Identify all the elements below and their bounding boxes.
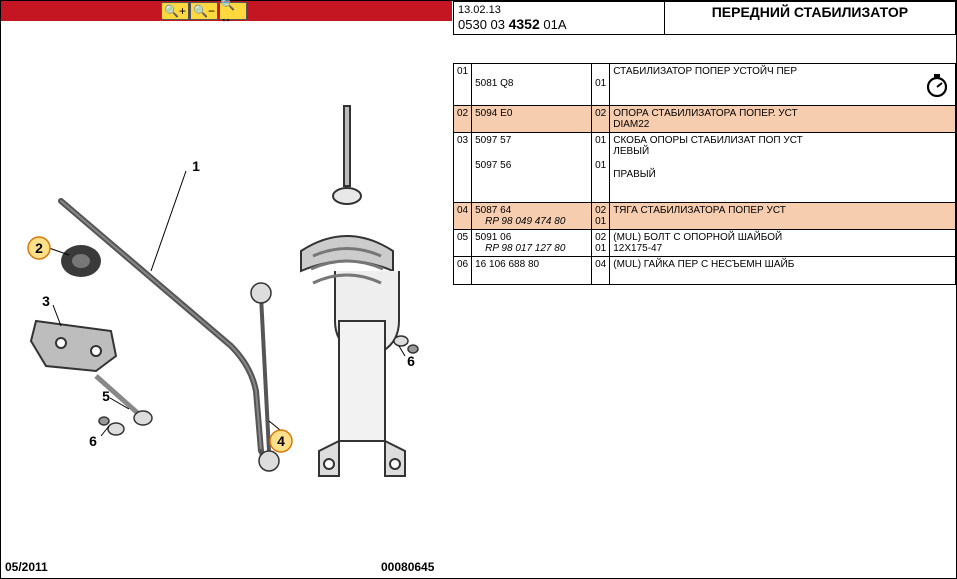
header-date: 13.02.13 xyxy=(458,4,660,16)
header-docinfo: 13.02.13 0530 03 4352 01A xyxy=(454,2,665,35)
part-number: 5097 57 xyxy=(475,135,588,146)
part-number: 5091 06 xyxy=(475,232,588,243)
header-block: 13.02.13 0530 03 4352 01A ПЕРЕДНИЙ СТАБИ… xyxy=(453,1,956,35)
table-row[interactable]: 02 5094 E0 02 ОПОРА СТАБИЛИЗАТОРА ПОПЕР.… xyxy=(454,106,956,133)
parts-block: 01 5081 Q8 01 СТАБИЛИЗАТОР ПОПЕР УСТОЙЧ … xyxy=(453,63,956,285)
table-row[interactable]: 06 16 106 688 80 04 (MUL) ГАЙКА ПЕР С НЕ… xyxy=(454,257,956,285)
zoom-fit-button[interactable]: 🔍↔ xyxy=(219,2,247,20)
svg-text:5: 5 xyxy=(102,388,110,404)
svg-text:3: 3 xyxy=(42,293,50,309)
svg-text:1: 1 xyxy=(192,158,200,174)
part-desc2: 12X175-47 xyxy=(613,243,952,254)
svg-text:2: 2 xyxy=(35,240,43,256)
part-number: 5094 E0 xyxy=(472,106,592,133)
part-desc: ТЯГА СТАБИЛИЗАТОРА ПОПЕР УСТ xyxy=(613,205,952,216)
diagram-panel: 1 2 3 4 5 6 6 xyxy=(1,21,452,561)
zoom-in-button[interactable]: 🔍+ xyxy=(161,2,189,20)
svg-text:6: 6 xyxy=(89,433,97,449)
table-row[interactable]: 03 5097 57 5097 56 01 01 СКОБА ОПОРЫ СТА… xyxy=(454,133,956,203)
part-desc: СТАБИЛИЗАТОР ПОПЕР УСТОЙЧ ПЕР xyxy=(613,66,952,77)
header-title: ПЕРЕДНИЙ СТАБИЛИЗАТОР xyxy=(664,2,955,35)
footer-date: 05/2011 xyxy=(5,560,48,574)
svg-text:6: 6 xyxy=(407,353,415,369)
part-desc: ОПОРА СТАБИЛИЗАТОРА ПОПЕР. УСТ xyxy=(613,108,952,119)
footer-docid: 00080645 xyxy=(381,560,434,574)
part-number: 5087 64 xyxy=(475,205,588,216)
toolbox: 🔍+ 🔍− 🔍↔ xyxy=(161,2,248,20)
rp-number: RP 98 049 474 80 xyxy=(475,216,588,227)
part-number: 5081 Q8 xyxy=(475,78,588,89)
header-docnum: 0530 03 4352 01A xyxy=(458,16,660,32)
topbar: 🔍+ 🔍− 🔍↔ xyxy=(1,1,452,21)
part-desc2: DIAM22 xyxy=(613,119,952,130)
part-desc: (MUL) БОЛТ С ОПОРНОЙ ШАЙБОЙ xyxy=(613,232,952,243)
timer-icon[interactable] xyxy=(924,72,950,98)
zoom-out-icon: 🔍− xyxy=(193,4,215,18)
header-table: 13.02.13 0530 03 4352 01A ПЕРЕДНИЙ СТАБИ… xyxy=(453,1,956,35)
zoom-in-icon: 🔍+ xyxy=(164,4,186,18)
rp-number: RP 98 017 127 80 xyxy=(475,243,588,254)
exploded-diagram: 1 2 3 4 5 6 6 xyxy=(1,21,452,561)
svg-text:4: 4 xyxy=(277,433,285,449)
parts-table: 01 5081 Q8 01 СТАБИЛИЗАТОР ПОПЕР УСТОЙЧ … xyxy=(453,63,956,285)
part-desc: СКОБА ОПОРЫ СТАБИЛИЗАТ ПОП УСТ xyxy=(613,135,952,146)
part-desc: (MUL) ГАЙКА ПЕР С НЕСЪЕМН ШАЙБ xyxy=(613,259,952,270)
page-root: 🔍+ 🔍− 🔍↔ 13.02.13 0530 03 4352 01A ПЕРЕД… xyxy=(0,0,957,579)
part-desc: ПРАВЫЙ xyxy=(613,169,952,180)
table-row[interactable]: 01 5081 Q8 01 СТАБИЛИЗАТОР ПОПЕР УСТОЙЧ … xyxy=(454,64,956,106)
zoom-out-button[interactable]: 🔍− xyxy=(190,2,218,20)
part-desc2: ЛЕВЫЙ xyxy=(613,146,952,157)
table-row[interactable]: 04 5087 64 RP 98 049 474 80 02 01 ТЯГА С… xyxy=(454,203,956,230)
part-number: 16 106 688 80 xyxy=(472,257,592,285)
part-number: 5097 56 xyxy=(475,160,588,171)
table-row[interactable]: 05 5091 06 RP 98 017 127 80 02 01 (MUL) … xyxy=(454,230,956,257)
